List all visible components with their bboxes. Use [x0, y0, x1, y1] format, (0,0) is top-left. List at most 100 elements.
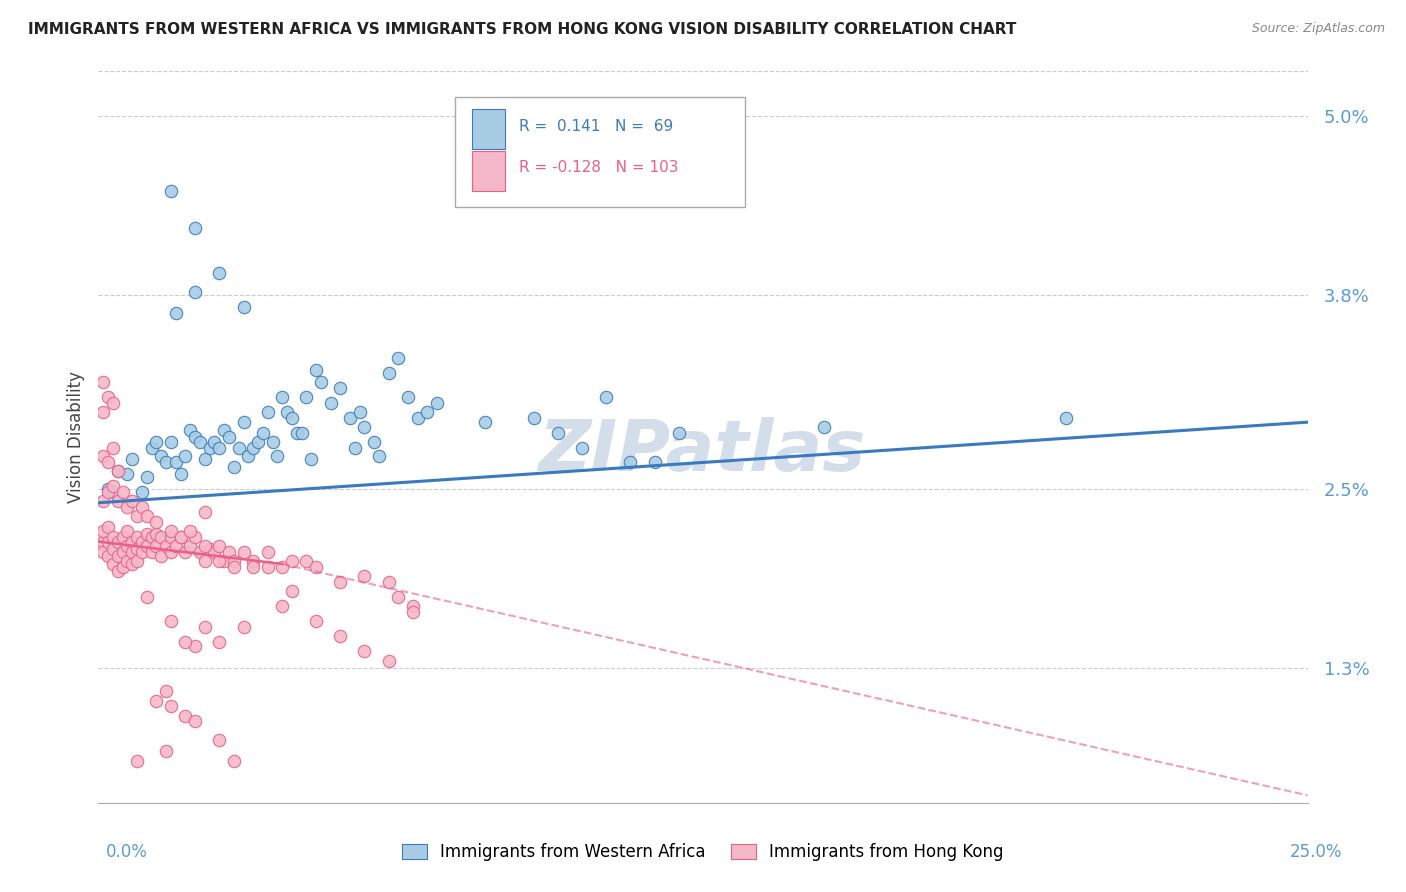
Point [111, 560, 134, 574]
Point [377, 654, 399, 668]
Point [135, 539, 157, 553]
Point [232, 545, 254, 559]
Point [165, 306, 187, 320]
Point [145, 527, 167, 541]
Point [353, 643, 375, 657]
Point [101, 441, 124, 455]
Point [107, 464, 129, 478]
Point [184, 530, 207, 544]
Text: 25.0%: 25.0% [1291, 843, 1343, 861]
Point [266, 450, 288, 464]
Point [155, 743, 177, 757]
Point [402, 599, 425, 613]
Point [174, 450, 197, 464]
Point [402, 605, 425, 619]
Point [155, 539, 177, 553]
Point [165, 539, 187, 553]
Point [416, 405, 439, 419]
Point [247, 434, 270, 449]
Point [188, 545, 211, 559]
Point [188, 434, 211, 449]
Point [595, 390, 617, 404]
Point [150, 549, 173, 564]
Point [150, 450, 173, 464]
Point [194, 505, 217, 519]
Text: Source: ZipAtlas.com: Source: ZipAtlas.com [1251, 22, 1385, 36]
Point [256, 545, 278, 559]
Point [135, 470, 157, 484]
Point [91, 450, 114, 464]
Point [111, 485, 134, 500]
Point [474, 415, 496, 429]
Point [97, 455, 120, 469]
Point [281, 583, 304, 598]
Point [127, 509, 149, 524]
Point [97, 485, 120, 500]
Point [107, 549, 129, 564]
Point [174, 545, 197, 559]
Text: 0.0%: 0.0% [105, 843, 148, 861]
Point [135, 590, 157, 604]
Point [329, 574, 352, 589]
Point [281, 554, 304, 568]
Point [135, 509, 157, 524]
Point [107, 464, 129, 478]
Point [290, 425, 312, 440]
Point [204, 545, 226, 559]
Point [377, 574, 399, 589]
Point [91, 405, 114, 419]
Point [295, 390, 318, 404]
Point [295, 554, 318, 568]
Point [363, 434, 385, 449]
Point [179, 524, 201, 538]
Point [368, 450, 391, 464]
Point [127, 554, 149, 568]
Point [619, 455, 641, 469]
Point [668, 425, 690, 440]
Point [271, 390, 294, 404]
Point [349, 405, 371, 419]
Point [232, 415, 254, 429]
Point [174, 709, 197, 723]
Point [121, 534, 143, 549]
Point [204, 434, 226, 449]
Point [194, 554, 217, 568]
Point [97, 390, 120, 404]
Point [813, 419, 835, 434]
Point [194, 539, 217, 553]
Point [271, 599, 294, 613]
Point [107, 494, 129, 508]
Point [276, 405, 298, 419]
Point [406, 410, 429, 425]
Point [131, 545, 153, 559]
Point [117, 524, 139, 538]
Point [242, 554, 264, 568]
Point [117, 467, 139, 482]
Point [97, 519, 120, 533]
Point [107, 565, 129, 579]
Point [169, 530, 191, 544]
Point [174, 634, 197, 648]
Point [271, 560, 294, 574]
Point [309, 375, 332, 389]
Point [256, 560, 278, 574]
Point [198, 441, 221, 455]
Point [387, 590, 409, 604]
Point [121, 452, 143, 467]
Point [242, 441, 264, 455]
Point [160, 184, 183, 198]
Point [117, 539, 139, 553]
Point [218, 430, 240, 444]
Point [145, 434, 167, 449]
Point [208, 554, 231, 568]
Point [208, 733, 231, 747]
Point [212, 554, 235, 568]
Point [127, 542, 149, 557]
Point [281, 410, 304, 425]
Point [169, 467, 191, 482]
Point [117, 554, 139, 568]
Point [256, 405, 278, 419]
Point [121, 494, 143, 508]
Point [208, 634, 231, 648]
Point [644, 455, 666, 469]
